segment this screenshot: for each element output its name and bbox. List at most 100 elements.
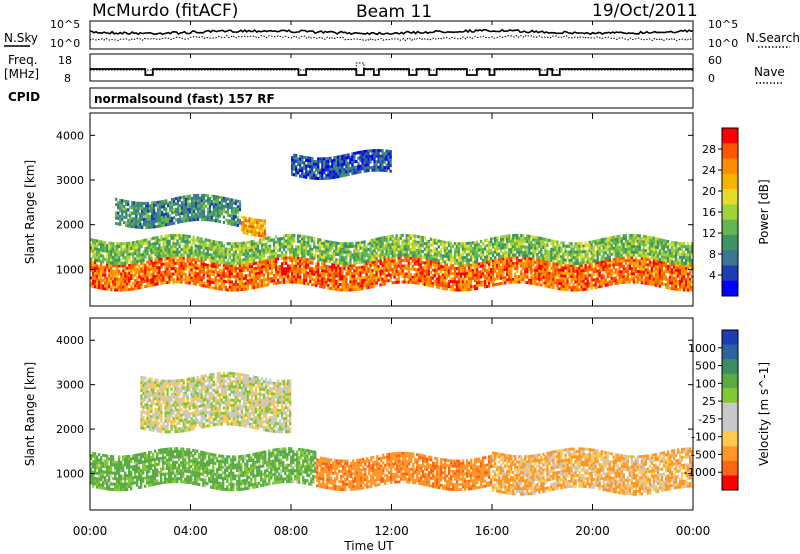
echo-pixel	[433, 255, 437, 259]
echo-pixel	[405, 256, 408, 260]
echo-pixel	[90, 249, 93, 253]
echo-pixel	[317, 257, 320, 261]
echo-pixel	[538, 250, 541, 254]
echo-pixel	[242, 285, 246, 289]
echo-pixel	[98, 278, 101, 282]
echo-pixel	[301, 270, 304, 274]
echo-pixel	[114, 264, 117, 268]
echo-pixel	[558, 268, 561, 272]
echo-pixel	[118, 283, 121, 287]
echo-pixel	[313, 270, 316, 274]
freq-panel: Freq. [MHz] 18 8 60 0 Nave	[4, 53, 785, 85]
echo-pixel	[421, 236, 424, 240]
echo-pixel	[100, 267, 103, 271]
echo-pixel	[307, 238, 310, 242]
echo-pixel	[642, 268, 646, 272]
echo-pixel	[159, 219, 162, 223]
echo-pixel	[141, 204, 144, 208]
echo-pixel	[206, 277, 209, 281]
echo-pixel	[299, 278, 302, 282]
echo-pixel	[407, 236, 410, 240]
echo-pixel	[606, 245, 609, 249]
echo-pixel	[542, 240, 545, 244]
echo-pixel	[369, 285, 372, 289]
echo-pixel	[143, 207, 146, 211]
echo-pixel	[530, 268, 533, 272]
echo-pixel	[488, 246, 491, 250]
echo-pixel	[588, 265, 591, 269]
echo-pixel	[166, 256, 169, 260]
echo-pixel	[106, 249, 109, 253]
echo-pixel	[142, 261, 145, 265]
echo-pixel	[532, 238, 535, 242]
echo-pixel	[441, 281, 445, 285]
echo-pixel	[510, 248, 513, 252]
echo-pixel	[133, 212, 136, 215]
echo-pixel	[365, 259, 368, 263]
echo-pixel	[383, 252, 386, 256]
echo-pixel	[415, 254, 418, 258]
echo-pixel	[628, 245, 632, 249]
echo-pixel	[347, 269, 350, 273]
echo-pixel	[131, 203, 134, 207]
echo-pixel	[311, 269, 314, 273]
echo-pixel	[488, 240, 491, 244]
echo-pixel	[108, 282, 111, 286]
echo-pixel	[385, 279, 388, 283]
echo-pixel	[96, 280, 99, 284]
echo-pixel	[110, 258, 113, 262]
echo-pixel	[240, 241, 244, 245]
echo-pixel	[604, 240, 607, 244]
echo-pixel	[162, 248, 165, 252]
echo-pixel	[369, 244, 372, 248]
echo-pixel	[453, 261, 457, 265]
echo-pixel	[159, 208, 162, 212]
echo-pixel	[128, 263, 131, 267]
echo-pixel	[192, 258, 195, 262]
echo-pixel	[299, 240, 302, 244]
echo-pixel	[119, 214, 122, 218]
echo-pixel	[236, 247, 240, 251]
echo-pixel	[506, 267, 509, 271]
echo-pixel	[200, 262, 203, 266]
echo-pixel	[266, 267, 270, 271]
echo-pixel	[582, 258, 585, 262]
echo-pixel	[568, 269, 571, 273]
echo-pixel	[682, 285, 686, 289]
echo-pixel	[236, 258, 240, 262]
echo-pixel	[212, 262, 215, 266]
echo-pixel	[691, 269, 693, 273]
echo-pixel	[465, 247, 469, 251]
echo-pixel	[256, 252, 260, 256]
echo-pixel	[465, 269, 469, 273]
echo-pixel	[357, 266, 360, 270]
echo-pixel	[496, 241, 499, 245]
echo-pixel	[401, 247, 404, 251]
echo-pixel	[118, 256, 121, 260]
echo-pixel	[242, 274, 246, 278]
echo-pixel	[156, 261, 159, 265]
echo-pixel	[687, 259, 690, 263]
echo-pixel	[170, 236, 173, 240]
echo-pixel	[166, 251, 169, 255]
echo-pixel	[149, 207, 152, 211]
echo-pixel	[630, 269, 634, 273]
echo-pixel	[447, 266, 451, 270]
echo-pixel	[144, 277, 147, 281]
echo-pixel	[278, 245, 282, 249]
echo-pixel	[186, 254, 189, 258]
echo-pixel	[622, 278, 625, 282]
echo-pixel	[110, 285, 113, 289]
echo-pixel	[124, 283, 127, 286]
echo-pixel	[676, 250, 680, 254]
echo-pixel	[100, 262, 103, 266]
echo-pixel	[492, 278, 495, 282]
echo-pixel	[399, 261, 402, 265]
echo-pixel	[262, 284, 266, 287]
echo-pixel	[236, 242, 240, 246]
echo-pixel	[176, 277, 179, 281]
echo-pixel	[100, 245, 103, 249]
echo-pixel	[656, 284, 660, 288]
echo-pixel	[379, 275, 382, 279]
echo-pixel	[214, 268, 217, 272]
